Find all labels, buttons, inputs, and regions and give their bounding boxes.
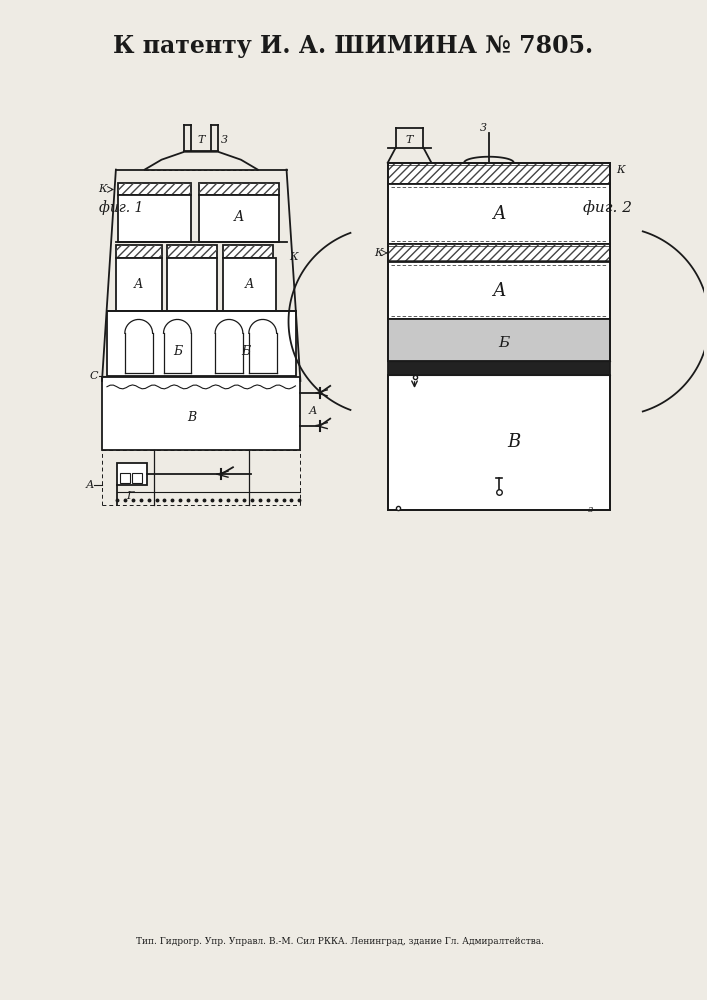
Text: А: А — [492, 282, 506, 300]
Bar — [387, 361, 610, 375]
Bar — [387, 262, 610, 319]
Text: фиг. 1: фиг. 1 — [99, 200, 144, 215]
Text: К: К — [374, 248, 382, 258]
Bar — [118, 183, 192, 195]
Bar — [168, 245, 217, 258]
Bar — [120, 473, 130, 483]
Bar — [387, 375, 610, 510]
Bar — [387, 163, 610, 184]
Bar — [118, 195, 192, 242]
Text: фиг. 2: фиг. 2 — [583, 200, 632, 215]
Text: К: К — [616, 165, 624, 175]
Bar — [387, 184, 610, 244]
Text: К: К — [98, 184, 107, 194]
Text: 3: 3 — [221, 135, 228, 145]
Bar — [168, 258, 217, 311]
Text: А: А — [245, 278, 254, 291]
Bar — [223, 258, 276, 311]
Text: Т: Т — [197, 135, 205, 145]
Bar — [116, 245, 161, 258]
Text: А: А — [492, 205, 506, 223]
Bar — [117, 463, 146, 485]
Bar — [223, 245, 273, 258]
Bar — [387, 244, 610, 262]
Bar — [116, 245, 161, 258]
Text: А: А — [233, 210, 244, 224]
Text: Б: Б — [173, 345, 182, 358]
Bar — [387, 163, 610, 184]
Text: Б: Б — [498, 336, 510, 350]
Text: С: С — [90, 371, 98, 381]
Bar — [199, 195, 279, 242]
Bar — [118, 183, 192, 195]
Text: А: А — [308, 406, 317, 416]
Text: А: А — [86, 480, 94, 490]
Bar — [102, 377, 300, 450]
Bar — [199, 183, 279, 195]
Bar — [223, 245, 273, 258]
Bar — [387, 244, 610, 262]
Text: В: В — [507, 433, 520, 451]
Text: К: К — [289, 252, 298, 262]
Text: Б: Б — [241, 345, 250, 358]
Text: Тип. Гидрогр. Упр. Управл. В.-М. Сил РККА. Ленинград, здание Гл. Адмиралтейства.: Тип. Гидрогр. Упр. Управл. В.-М. Сил РКК… — [136, 937, 544, 946]
Bar — [387, 319, 610, 361]
Bar — [116, 258, 161, 311]
Bar — [107, 311, 296, 376]
Text: 3: 3 — [480, 123, 487, 133]
Text: К патенту И. А. ШИМИНА № 7805.: К патенту И. А. ШИМИНА № 7805. — [113, 34, 593, 58]
Text: А: А — [134, 278, 144, 291]
Bar — [168, 245, 217, 258]
Bar — [132, 473, 141, 483]
Text: Т: Т — [406, 135, 414, 145]
Text: Г: Г — [126, 491, 134, 501]
Bar — [199, 183, 279, 195]
Text: В: В — [187, 411, 196, 424]
Text: з: з — [588, 505, 593, 514]
